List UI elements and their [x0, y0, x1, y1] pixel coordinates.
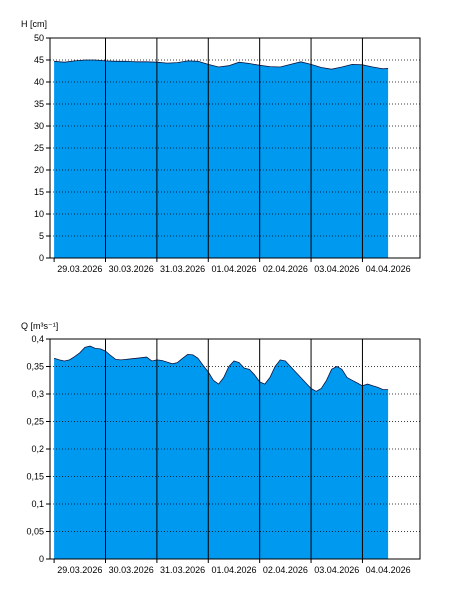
y-tick-label: 40 — [34, 77, 44, 87]
y-tick-label: 45 — [34, 55, 44, 65]
x-tick-label: 04.04.2026 — [366, 565, 411, 575]
x-tick-label: 30.03.2026 — [109, 565, 154, 575]
x-tick-label: 04.04.2026 — [366, 264, 411, 274]
x-tick-label: 03.04.2026 — [314, 565, 359, 575]
x-tick-label: 29.03.2026 — [57, 264, 102, 274]
series-line — [53, 345, 389, 392]
y-tick-label: 0,15 — [26, 472, 44, 482]
area-series — [54, 60, 389, 258]
y-tick-label: 0,4 — [31, 334, 44, 344]
y-tick-label: 15 — [34, 187, 44, 197]
area-series — [54, 346, 389, 559]
x-tick-label: 30.03.2026 — [109, 264, 154, 274]
plot-frame — [49, 37, 421, 259]
y-tick-label: 20 — [34, 165, 44, 175]
x-tick-label: 02.04.2026 — [263, 565, 308, 575]
discharge-chart: Q [m³s⁻¹] 0 0,05 0,1 0,15 0,2 0,25 0,3 0,35 0,4 2… — [21, 321, 421, 575]
x-tick-label: 29.03.2026 — [57, 565, 102, 575]
x-tick-label: 31.03.2026 — [160, 264, 205, 274]
y-tick-label: 50 — [34, 33, 44, 43]
y-tick-label: 0,25 — [26, 417, 44, 427]
x-tick-label: 02.04.2026 — [263, 264, 308, 274]
y-axis-label: Q [m³s⁻¹] — [21, 321, 58, 331]
y-tick-label: 10 — [34, 209, 44, 219]
y-tick-label: 0 — [39, 253, 44, 263]
y-tick-label: 25 — [34, 143, 44, 153]
y-tick-label: 5 — [39, 231, 44, 241]
y-tick-label: 0,3 — [31, 389, 44, 399]
y-axis-label: H [cm] — [21, 19, 47, 29]
x-tick-label: 01.04.2026 — [211, 264, 256, 274]
y-tick-label: 35 — [34, 99, 44, 109]
y-tick-label: 0,2 — [31, 444, 44, 454]
x-tick-label: 03.04.2026 — [314, 264, 359, 274]
series-line — [54, 59, 389, 70]
y-tick-label: 0,05 — [26, 527, 44, 537]
y-tick-label: 0,1 — [31, 499, 44, 509]
y-tick-label: 0 — [39, 554, 44, 564]
water-level-chart: H [cm] 0 5 10 15 20 25 30 35 40 45 50 29.03.2026 30.… — [21, 19, 421, 274]
y-tick-label: 30 — [34, 121, 44, 131]
plot-frame — [49, 338, 421, 560]
x-tick-label: 31.03.2026 — [160, 565, 205, 575]
y-tick-label: 0,35 — [26, 362, 44, 372]
x-tick-label: 01.04.2026 — [211, 565, 256, 575]
